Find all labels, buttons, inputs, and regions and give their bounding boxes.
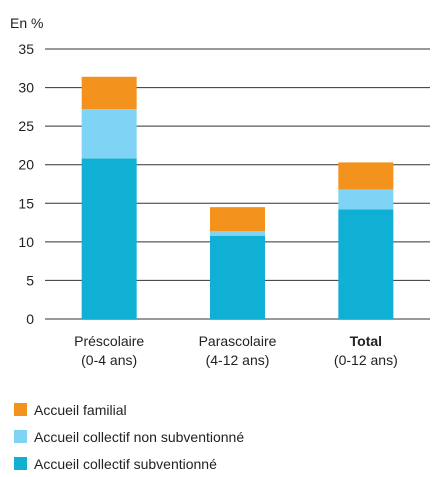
y-tick-label: 35 bbox=[18, 41, 34, 57]
bars bbox=[81, 76, 394, 319]
legend-label: Accueil collectif non subventionné bbox=[34, 428, 245, 445]
stacked-bar-chart: En % 0 5 10 15 20 25 30 35 Préscolaire (0-4 ans)… bbox=[10, 15, 430, 368]
y-tick-labels: 0 5 10 15 20 25 30 35 bbox=[18, 41, 34, 327]
y-tick-label: 20 bbox=[18, 157, 34, 173]
bar-segment bbox=[338, 162, 394, 190]
legend-swatch bbox=[14, 457, 27, 470]
bar-segment bbox=[210, 207, 265, 232]
legend-item: Accueil collectif non subventionné bbox=[14, 423, 244, 450]
bar-segment bbox=[338, 209, 394, 319]
legend-item: Accueil familial bbox=[14, 396, 244, 423]
y-tick-label: 10 bbox=[18, 234, 34, 250]
bar-segment bbox=[81, 109, 137, 159]
x-category-sublabel: (4-12 ans) bbox=[206, 352, 270, 368]
legend-swatch bbox=[14, 430, 27, 443]
legend-item: Accueil collectif subventionné bbox=[14, 450, 244, 477]
y-tick-label: 0 bbox=[26, 311, 34, 327]
x-category-label: Parascolaire bbox=[199, 333, 277, 349]
y-tick-label: 5 bbox=[26, 272, 34, 288]
bar-segment bbox=[81, 158, 137, 319]
legend-label: Accueil collectif subventionné bbox=[34, 455, 217, 472]
x-category-labels: Préscolaire (0-4 ans) Parascolaire (4-12 an… bbox=[74, 333, 398, 368]
y-tick-label: 25 bbox=[18, 118, 34, 134]
y-tick-label: 15 bbox=[18, 195, 34, 211]
y-unit-label: En % bbox=[10, 15, 43, 31]
y-tick-label: 30 bbox=[18, 80, 34, 96]
x-category-label: Total bbox=[350, 333, 382, 349]
bar-segment bbox=[210, 235, 265, 319]
x-category-sublabel: (0-12 ans) bbox=[334, 352, 398, 368]
legend: Accueil familial Accueil collectif non su… bbox=[14, 396, 244, 477]
x-category-label: Préscolaire bbox=[74, 333, 144, 349]
bar-segment bbox=[338, 189, 394, 210]
legend-swatch bbox=[14, 403, 27, 416]
bar-segment bbox=[210, 231, 265, 236]
x-category-sublabel: (0-4 ans) bbox=[81, 352, 137, 368]
legend-label: Accueil familial bbox=[34, 401, 127, 418]
bar-segment bbox=[81, 76, 137, 110]
